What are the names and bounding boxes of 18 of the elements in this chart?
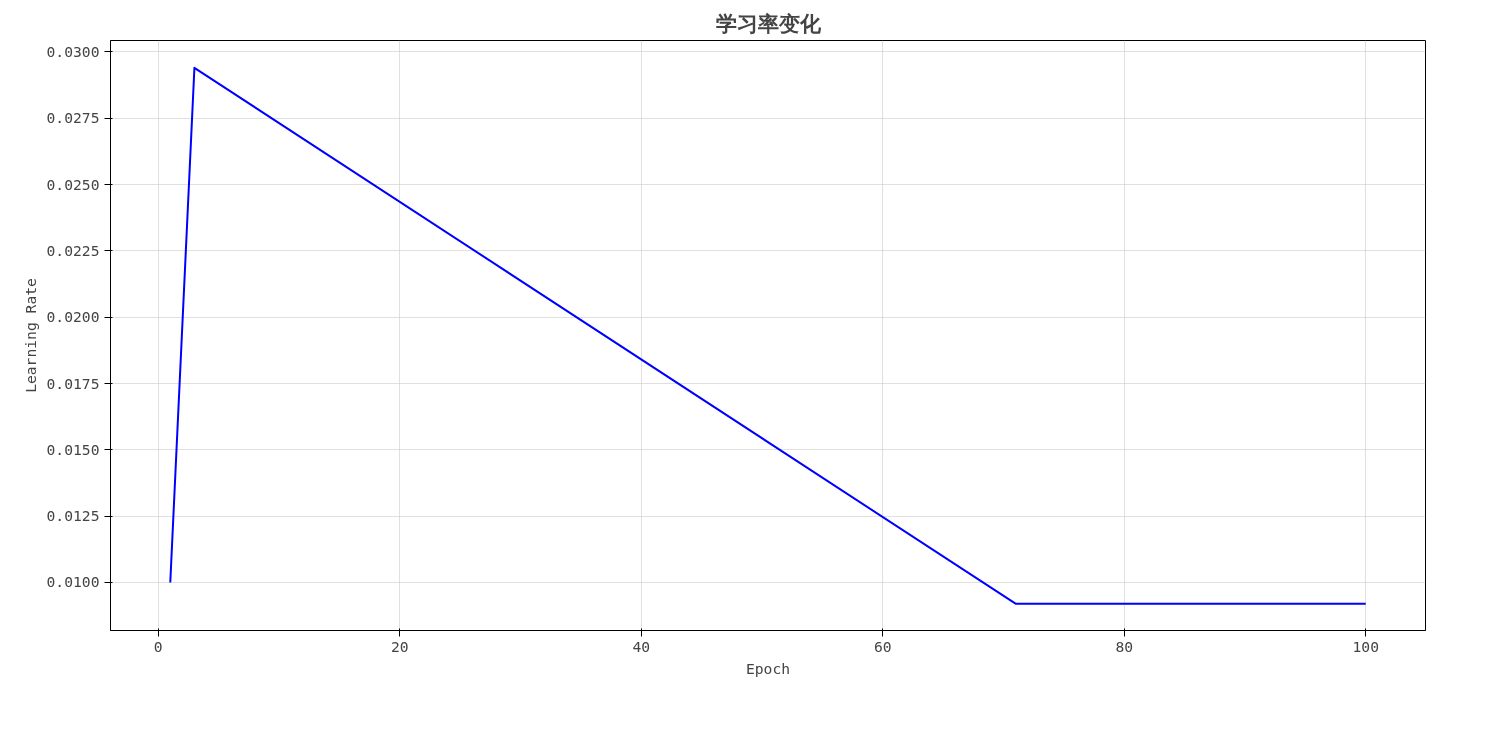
chart-title: 学习率变化 [715,10,822,36]
y-tick-label: 0.0275 [46,109,100,127]
y-axis-title: Learning Rate [21,278,39,393]
y-tick-label: 0.0225 [46,241,100,259]
y-tick-label: 0.0100 [46,573,100,591]
y-tick-label: 0.0125 [46,507,100,525]
y-tick-label: 0.0175 [46,374,100,392]
x-tick-label: 20 [390,637,409,655]
x-tick-label: 100 [1352,637,1379,655]
x-tick-label: 80 [1115,637,1134,655]
x-tick-label: 60 [873,637,892,655]
x-tick-label: 0 [153,637,163,655]
y-tick-label: 0.0150 [46,440,100,458]
x-axis-title: Epoch [745,659,791,677]
y-tick-label: 0.0300 [46,42,100,60]
y-tick-label: 0.0200 [46,308,100,326]
x-tick-label: 40 [632,637,651,655]
y-tick-label: 0.0250 [46,175,100,193]
